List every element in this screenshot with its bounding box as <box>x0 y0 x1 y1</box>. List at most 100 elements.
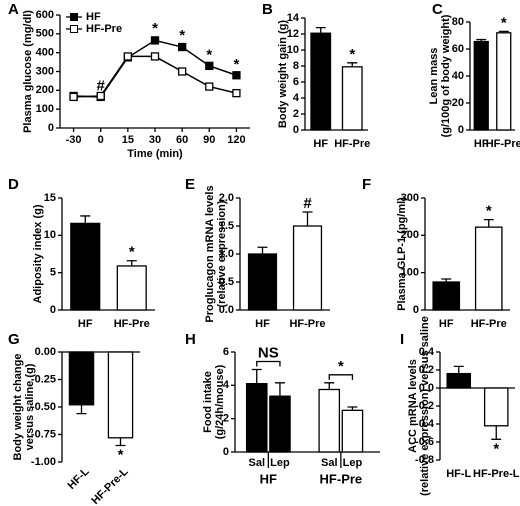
y-tick-label: -0.4 <box>415 418 435 430</box>
legend-label: HF <box>86 11 101 23</box>
x-tick-label: HF-Pre <box>289 318 325 330</box>
bar <box>496 32 512 131</box>
error-bar <box>483 219 494 228</box>
significance: * <box>234 56 240 73</box>
panel-letter: F <box>362 176 371 193</box>
error-bar <box>302 211 313 226</box>
marker <box>177 67 187 76</box>
y-axis-label: Plasma glucose (mg/dl) <box>22 10 34 133</box>
panel-letter: A <box>8 1 19 18</box>
y-axis-label: (g/100g of body weight) <box>440 14 452 137</box>
y-tick-label: 4 <box>223 379 230 391</box>
y-tick-label: 6 <box>293 76 299 88</box>
error-bar <box>76 404 87 415</box>
bar <box>68 351 95 406</box>
y-tick-label: 6 <box>223 346 229 358</box>
bar <box>432 281 461 311</box>
y-tick-label: 0 <box>223 446 229 458</box>
y-tick-label: 80 <box>452 16 464 28</box>
bar <box>341 66 363 131</box>
bracket <box>328 374 354 380</box>
x-tick-label: HF-Pre <box>471 318 507 330</box>
y-tick-label: 0 <box>293 124 299 136</box>
bracket <box>256 360 281 367</box>
significance: * <box>206 47 212 64</box>
y-tick-label: -0.8 <box>415 454 434 466</box>
bar <box>474 226 503 311</box>
legend-marker <box>70 13 78 21</box>
y-tick-label: 200 <box>401 229 419 241</box>
x-tick-label: HF-Pre-L <box>473 468 520 480</box>
y-axis-label: (relative expression) versus saline <box>419 316 431 496</box>
y-tick-label: 500 <box>36 28 54 40</box>
panel-letter: C <box>432 1 443 18</box>
y-axis-label: versus saline (g) <box>24 363 36 450</box>
error-bar <box>324 382 335 390</box>
significance: * <box>129 244 135 261</box>
x-tick-label: HF-Pre-L <box>89 465 131 506</box>
y-axis-label: Proglucagon mRNA levels <box>204 185 216 322</box>
x-tick-label: Sal <box>321 457 338 469</box>
y-axis-label: Adiposity index (g) <box>32 204 44 303</box>
y-axis-label: ACC mRNA levels <box>407 359 419 453</box>
y-tick-label: -0.6 <box>415 436 434 448</box>
error-bar <box>453 365 464 374</box>
y-tick-label: 5 <box>50 267 56 279</box>
x-tick-label: Lep <box>270 457 290 469</box>
y-tick-label: -0.75 <box>31 428 56 440</box>
y-tick-label: 0 <box>413 304 419 316</box>
y-tick-label: 10 <box>287 44 299 56</box>
bar <box>107 351 134 439</box>
y-axis-label: Body weight gain (g) <box>277 20 289 128</box>
y-tick-label: 1.0 <box>219 248 234 260</box>
y-tick-label: 0.2 <box>419 364 434 376</box>
bar <box>341 409 364 453</box>
marker <box>232 71 241 80</box>
y-tick-label: 0.0 <box>219 304 234 316</box>
significance: # <box>97 77 106 94</box>
legend-label: HF-Pre <box>86 23 122 35</box>
y-tick-label: -0.2 <box>415 400 434 412</box>
y-axis-label: Food intake <box>202 371 214 433</box>
y-tick-label: 0.0 <box>419 382 434 394</box>
panel-letter: E <box>185 176 195 193</box>
bar <box>318 388 341 453</box>
marker <box>205 61 214 70</box>
significance: * <box>152 20 158 37</box>
marker <box>205 82 214 91</box>
bar <box>269 395 291 453</box>
y-tick-label: 20 <box>452 97 464 109</box>
y-tick-label: 0 <box>48 122 54 134</box>
y-tick-label: 60 <box>452 43 464 55</box>
bar <box>473 40 489 131</box>
bar <box>116 265 147 311</box>
x-tick-label: HF-Pre <box>334 138 370 150</box>
significance: * <box>179 27 185 44</box>
significance: * <box>338 358 344 375</box>
x-tick-label: HF <box>255 318 270 330</box>
y-tick-label: 10 <box>44 229 56 241</box>
bar <box>247 253 278 311</box>
marker <box>96 91 105 101</box>
y-tick-label: 2 <box>293 108 299 120</box>
error-bar <box>251 368 262 384</box>
y-tick-label: -1.00 <box>31 456 56 468</box>
x-tick-label: HF <box>313 138 328 150</box>
error-bar <box>126 260 137 266</box>
x-tick-label: 120 <box>227 134 245 146</box>
x-axis-label: Time (min) <box>127 148 183 160</box>
significance: * <box>493 440 499 457</box>
significance: # <box>303 195 312 212</box>
y-axis-label: Body weight change <box>12 354 24 461</box>
y-tick-label: 0 <box>458 124 464 136</box>
marker <box>177 42 187 52</box>
error-bar <box>115 437 126 447</box>
y-tick-label: 0.00 <box>35 346 56 358</box>
marker <box>69 92 78 102</box>
error-bar <box>347 62 358 67</box>
x-tick-label: HF-Pre <box>486 138 520 150</box>
y-axis-label: Plasma GLP-1 (pg/ml) <box>396 197 408 311</box>
y-tick-label: -0.25 <box>31 373 56 385</box>
bar <box>483 387 509 427</box>
